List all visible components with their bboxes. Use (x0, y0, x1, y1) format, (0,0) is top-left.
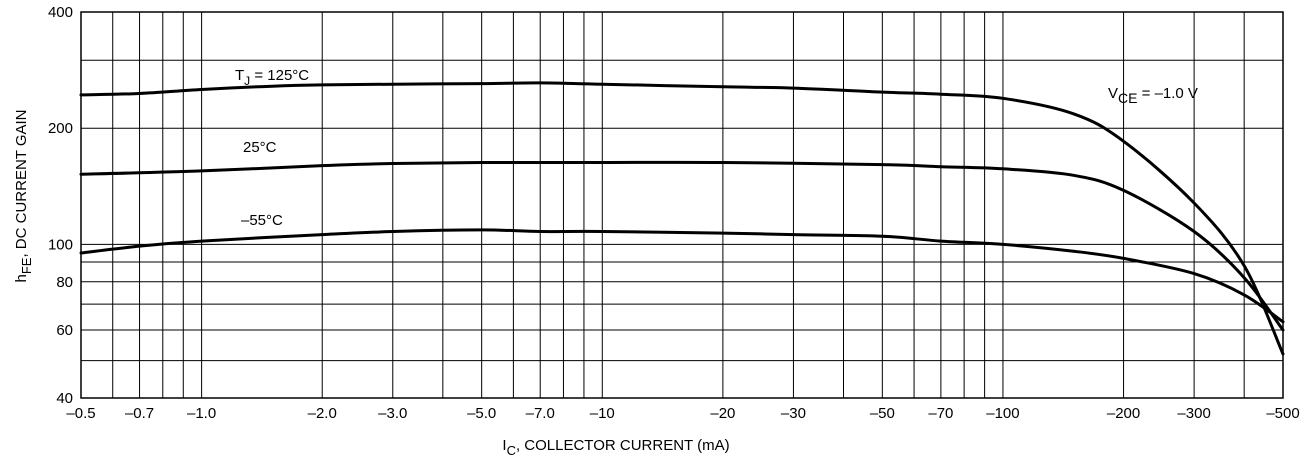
curves (79, 81, 1285, 356)
y-tick-label: 60 (56, 322, 73, 339)
x-tick-label: –2.0 (308, 405, 337, 422)
x-tick-label: –1.0 (187, 405, 216, 422)
y-tick-label: 100 (48, 236, 73, 253)
vce-condition-label: VCE = –1.0 V (1108, 85, 1198, 106)
x-tick-labels: –0.5 –0.7 –1.0 –2.0 –3.0 –5.0 –7.0 –10 –20 –30 –50… (66, 405, 1299, 422)
x-tick-label: –7.0 (526, 405, 555, 422)
x-tick-label: –30 (781, 405, 806, 422)
x-tick-label: –300 (1177, 405, 1210, 422)
plot-frame (80, 11, 1284, 399)
series-curve-0 (79, 81, 1285, 356)
x-tick-label: –10 (590, 405, 615, 422)
y-tick-label: 80 (56, 274, 73, 291)
series-label-minus55c: –55°C (241, 212, 283, 229)
x-tick-label: –70 (928, 405, 953, 422)
y-tick-label: 200 (48, 120, 73, 137)
y-axis-title: hFE, DC CURRENT GAIN (13, 109, 34, 282)
x-axis-title: IC, COLLECTOR CURRENT (mA) (502, 437, 729, 458)
x-tick-label: –100 (986, 405, 1019, 422)
y-tick-labels: 40 60 80 100 200 400 (48, 4, 73, 407)
x-tick-label: –5.0 (467, 405, 496, 422)
x-tick-label: –200 (1107, 405, 1140, 422)
series-label-25c: 25°C (243, 139, 277, 156)
series-curve-2 (79, 228, 1285, 324)
series-label-125c: TJ = 125°C (235, 67, 309, 88)
x-tick-label: –3.0 (378, 405, 407, 422)
x-tick-label: –0.5 (66, 405, 95, 422)
x-tick-label: –20 (710, 405, 735, 422)
x-tick-label: –0.7 (125, 405, 154, 422)
y-tick-label: 40 (56, 390, 73, 407)
x-tick-label: –500 (1266, 405, 1299, 422)
y-tick-label: 400 (48, 4, 73, 21)
x-tick-label: –50 (870, 405, 895, 422)
series-curve-1 (79, 160, 1285, 332)
